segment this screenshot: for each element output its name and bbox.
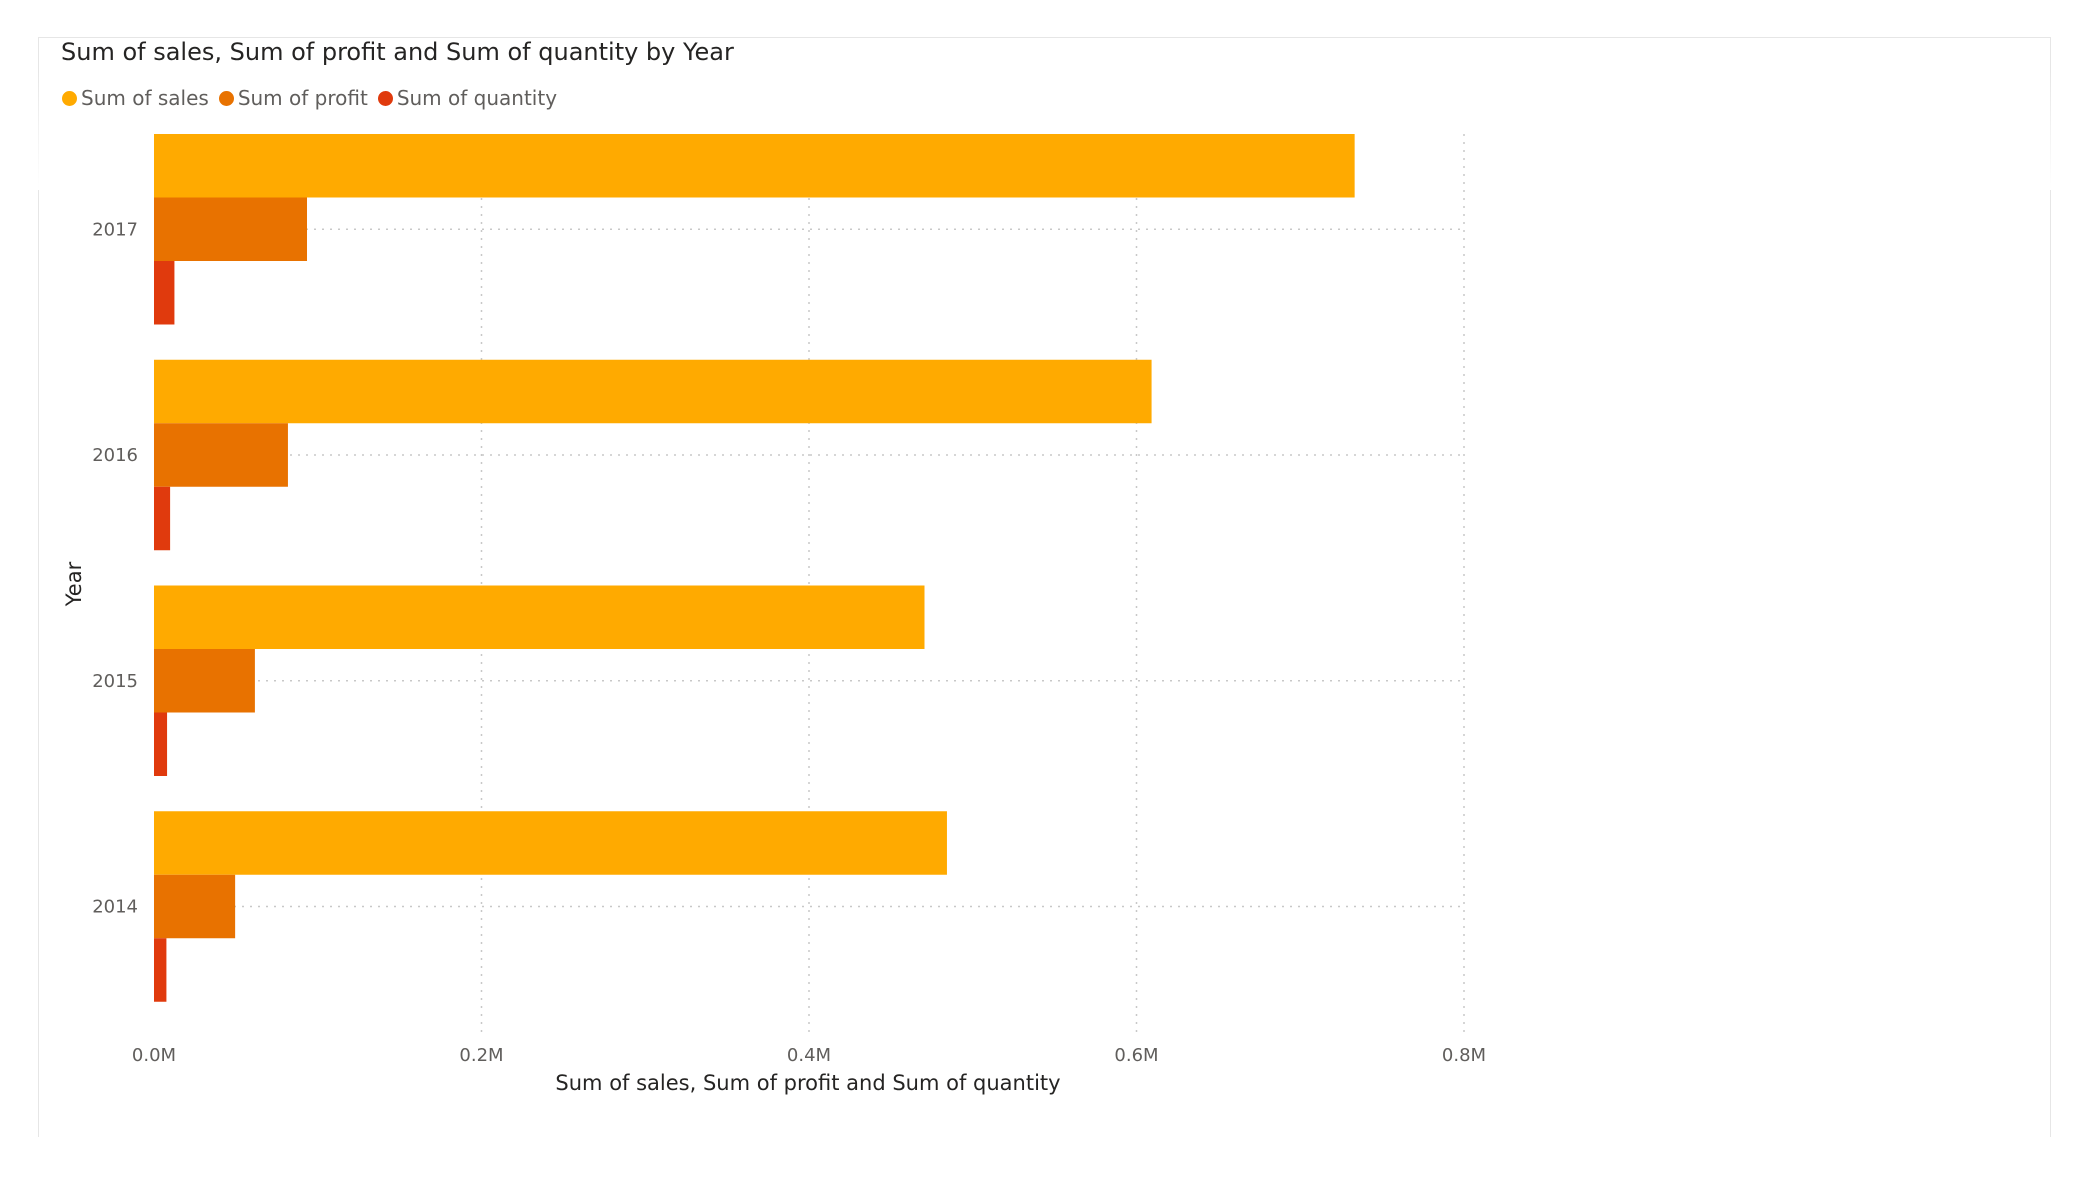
y-tick-label: 2015 <box>92 671 138 692</box>
chart-legend: Sum of sales Sum of profit Sum of quanti… <box>62 86 567 110</box>
bar-sum-of-sales-2017[interactable] <box>154 134 1355 198</box>
legend-item-sales[interactable]: Sum of sales <box>62 86 209 110</box>
x-tick-label: 0.2M <box>459 1045 503 1066</box>
x-tick-label: 0.6M <box>1114 1045 1158 1066</box>
bar-sum-of-profit-2015[interactable] <box>154 649 255 713</box>
bar-sum-of-profit-2016[interactable] <box>154 423 288 487</box>
legend-marker-sales <box>62 90 77 106</box>
y-tick-label: 2017 <box>92 219 138 240</box>
x-tick-label: 0.4M <box>787 1045 831 1066</box>
axis-labels: 0.0M 0.2M 0.4M 0.6M 0.8M 2017 2016 2015 2014 <box>92 219 1486 1066</box>
gridlines <box>154 134 1465 1037</box>
x-tick-label: 0.8M <box>1442 1045 1486 1066</box>
bar-sum-of-quantity-2016[interactable] <box>154 486 171 551</box>
legend-item-profit[interactable]: Sum of profit <box>218 86 368 110</box>
y-axis-title: Year <box>62 561 86 607</box>
legend-marker-profit <box>218 90 234 106</box>
bar-sum-of-quantity-2015[interactable] <box>154 712 168 777</box>
legend-label-sales: Sum of sales <box>81 86 209 110</box>
bars <box>154 134 1355 1002</box>
bar-sum-of-quantity-2017[interactable] <box>154 261 175 325</box>
bar-sum-of-sales-2014[interactable] <box>154 811 947 875</box>
bar-sum-of-sales-2016[interactable] <box>154 359 1152 424</box>
legend-marker-quantity <box>377 90 393 106</box>
legend-label-profit: Sum of profit <box>237 86 368 110</box>
legend-label-quantity: Sum of quantity <box>396 86 558 110</box>
y-tick-label: 2016 <box>92 445 138 466</box>
x-tick-label: 0.0M <box>132 1045 176 1066</box>
bar-sum-of-sales-2015[interactable] <box>154 585 925 650</box>
y-tick-label: 2014 <box>92 897 138 918</box>
bar-sum-of-profit-2014[interactable] <box>154 874 236 939</box>
chart-title: Sum of sales, Sum of profit and Sum of q… <box>61 38 734 66</box>
chart-visual-frame <box>38 37 2051 1137</box>
x-axis-title: Sum of sales, Sum of profit and Sum of q… <box>555 1071 1060 1095</box>
legend-item-quantity[interactable]: Sum of quantity <box>377 86 558 110</box>
bar-sum-of-quantity-2014[interactable] <box>154 938 167 1002</box>
bar-sum-of-profit-2017[interactable] <box>154 197 308 262</box>
